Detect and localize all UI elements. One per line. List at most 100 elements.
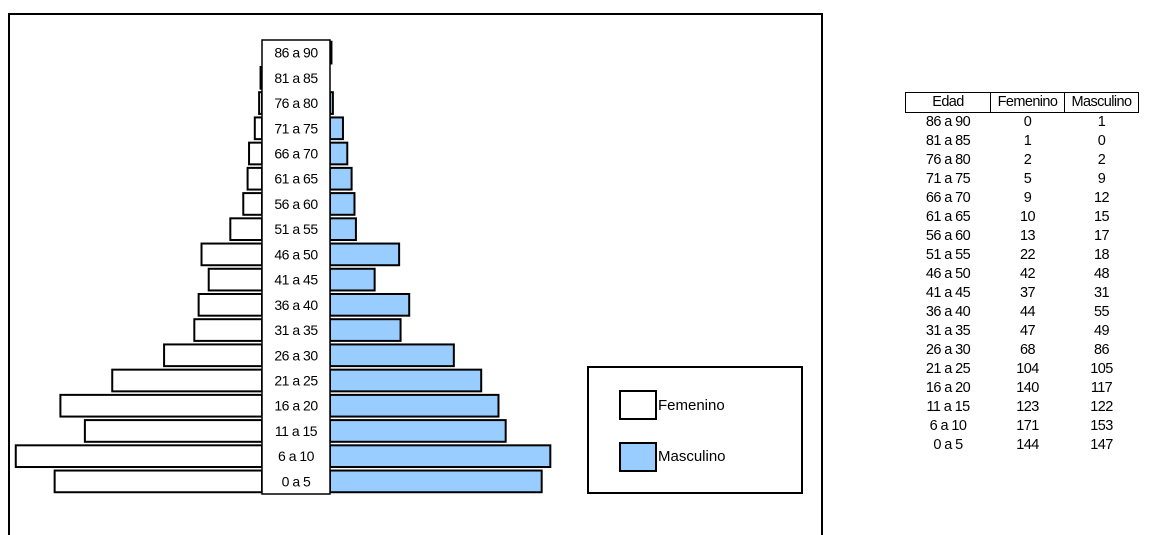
cell-femenino: 10	[1020, 209, 1036, 225]
cell-masculino: 31	[1094, 285, 1110, 301]
bar-masculino	[329, 267, 376, 292]
cell-edad: 46 a 50	[925, 266, 971, 282]
legend-box	[587, 366, 803, 494]
category-labels: 86 a 90 81 a 85 76 a 80 71 a 75 66 a 70 61 a …	[274, 45, 318, 490]
masculino-bars	[329, 40, 552, 494]
cell-femenino: 44	[1020, 304, 1036, 320]
cell-masculino: 1	[1097, 114, 1106, 130]
category-label: 66 a 70	[274, 146, 318, 162]
cell-edad: 56 a 60	[925, 228, 971, 244]
cell-masculino: 17	[1094, 228, 1110, 244]
femenino-bars	[14, 65, 264, 494]
category-label: 76 a 80	[274, 95, 318, 111]
bar-masculino	[329, 419, 507, 443]
table-row: 41 a 45 37 31	[906, 284, 1139, 303]
cell-edad: 81 a 85	[925, 133, 971, 149]
cell-femenino: 42	[1020, 266, 1036, 282]
bar-masculino	[329, 242, 401, 267]
category-label: 16 a 20	[274, 398, 318, 414]
cell-edad: 71 a 75	[925, 171, 971, 187]
bar-masculino	[329, 368, 483, 393]
cell-femenino: 0	[1023, 114, 1032, 130]
category-label: 41 a 45	[274, 272, 318, 288]
bar-masculino	[329, 116, 344, 141]
table-row: 56 a 60 13 17	[906, 227, 1139, 246]
category-label: 36 a 40	[274, 297, 318, 313]
cell-masculino: 12	[1094, 190, 1110, 206]
data-table: Edad Femenino Masculino 86 a 90 0 1 81 a 85…	[905, 92, 1139, 455]
cell-edad: 11 a 15	[926, 399, 970, 415]
cell-femenino: 2	[1023, 152, 1032, 168]
category-label: 71 a 75	[274, 120, 318, 136]
category-label: 56 a 60	[274, 196, 318, 212]
cell-masculino: 9	[1097, 171, 1106, 187]
cell-femenino: 171	[1016, 418, 1039, 434]
bar-femenino	[200, 242, 264, 267]
bar-femenino	[197, 292, 263, 317]
table-row: 76 a 80 2 2	[906, 151, 1139, 170]
cell-edad: 0 a 5	[933, 437, 963, 453]
cell-edad: 16 a 20	[925, 380, 971, 396]
table-body: 86 a 90 0 1 81 a 85 1 0 76 a 80 2 2 71 a 75 5 9 66 a…	[906, 113, 1139, 456]
cell-masculino: 18	[1094, 247, 1110, 263]
header-edad: Edad	[905, 92, 991, 113]
cell-masculino: 147	[1090, 437, 1113, 453]
cell-edad: 21 a 25	[925, 361, 971, 377]
category-label: 61 a 65	[274, 171, 318, 187]
table-row: 66 a 70 9 12	[906, 189, 1139, 208]
cell-femenino: 5	[1023, 171, 1032, 187]
cell-femenino: 144	[1016, 437, 1039, 453]
cell-femenino: 68	[1020, 342, 1036, 358]
cell-femenino: 22	[1020, 247, 1036, 263]
bar-femenino	[59, 393, 264, 418]
cell-masculino: 15	[1094, 209, 1110, 225]
category-label: 81 a 85	[274, 70, 318, 86]
cell-edad: 51 a 55	[925, 247, 971, 263]
bar-femenino	[14, 444, 264, 469]
cell-edad: 66 a 70	[925, 190, 971, 206]
cell-masculino: 48	[1094, 266, 1110, 282]
bar-masculino	[329, 292, 411, 317]
legend-label-masculino: Masculino	[658, 448, 726, 465]
table-row: 46 a 50 42 48	[906, 265, 1139, 284]
cell-masculino: 55	[1094, 304, 1110, 320]
category-label: 0 a 5	[282, 473, 311, 489]
cell-masculino: 0	[1097, 133, 1106, 149]
category-label: 26 a 30	[274, 347, 318, 363]
table-row: 26 a 30 68 86	[906, 341, 1139, 360]
bar-femenino	[207, 267, 263, 292]
table-row: 6 a 10 171 153	[906, 417, 1139, 436]
cell-edad: 6 a 10	[929, 418, 967, 434]
table-header-row: Edad Femenino Masculino	[905, 92, 1139, 113]
legend-label-femenino: Femenino	[658, 397, 725, 414]
category-label: 6 a 10	[278, 448, 315, 464]
cell-masculino: 86	[1094, 342, 1110, 358]
table-row: 81 a 85 1 0	[906, 132, 1139, 151]
cell-femenino: 140	[1016, 380, 1039, 396]
bar-masculino	[329, 444, 552, 469]
cell-edad: 26 a 30	[925, 342, 971, 358]
bar-femenino	[242, 192, 263, 216]
cell-femenino: 123	[1016, 399, 1039, 415]
table-row: 36 a 40 44 55	[906, 303, 1139, 322]
bar-femenino	[53, 469, 263, 494]
bar-femenino	[229, 217, 264, 242]
cell-edad: 41 a 45	[925, 285, 971, 301]
bar-masculino	[329, 192, 356, 216]
table-row: 16 a 20 140 117	[906, 379, 1139, 398]
header-masculino: Masculino	[1064, 92, 1139, 113]
table-row: 31 a 35 47 49	[906, 322, 1139, 341]
category-label-column	[261, 39, 331, 495]
table-row: 21 a 25 104 105	[906, 360, 1139, 379]
bar-masculino	[329, 166, 353, 191]
bar-femenino	[248, 141, 263, 166]
bar-masculino	[329, 318, 402, 342]
category-label: 31 a 35	[274, 322, 318, 338]
cell-edad: 86 a 90	[925, 114, 971, 130]
table-row: 11 a 15 123 122	[906, 398, 1139, 417]
bar-femenino	[83, 419, 263, 443]
category-label: 51 a 55	[274, 221, 318, 237]
cell-masculino: 117	[1090, 380, 1113, 396]
legend-swatch-masculino	[619, 442, 657, 472]
